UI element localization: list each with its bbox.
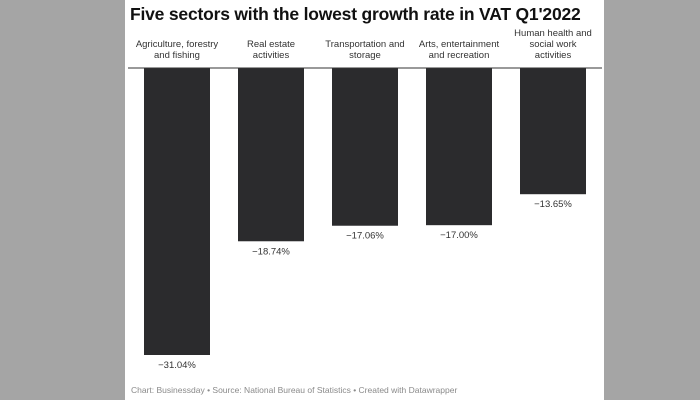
value-label: −17.06% bbox=[346, 231, 384, 242]
bar bbox=[238, 68, 304, 242]
bar-chart: Agriculture, forestry and fishing −31.04% R… bbox=[128, 28, 602, 371]
value-label: −13.65% bbox=[534, 199, 572, 210]
chart-footer: Chart: Businessday • Source: National Bu… bbox=[131, 385, 458, 395]
value-label: −17.00% bbox=[440, 230, 478, 241]
category-label: Arts, entertainment and recreation bbox=[419, 39, 500, 61]
category-label: Human health and social work activities bbox=[514, 28, 592, 61]
value-label: −18.74% bbox=[252, 246, 290, 257]
bar bbox=[426, 68, 492, 226]
bar bbox=[332, 68, 398, 226]
category-label: Agriculture, forestry and fishing bbox=[136, 39, 219, 61]
category-label: Real estate activities bbox=[247, 39, 295, 61]
chart-title: Five sectors with the lowest growth rate… bbox=[130, 4, 581, 24]
value-label: −31.04% bbox=[158, 360, 196, 371]
category-label: Transportation and storage bbox=[325, 39, 404, 61]
bar bbox=[520, 68, 586, 195]
chart-panel: Five sectors with the lowest growth rate… bbox=[125, 0, 604, 400]
bar bbox=[144, 68, 210, 355]
